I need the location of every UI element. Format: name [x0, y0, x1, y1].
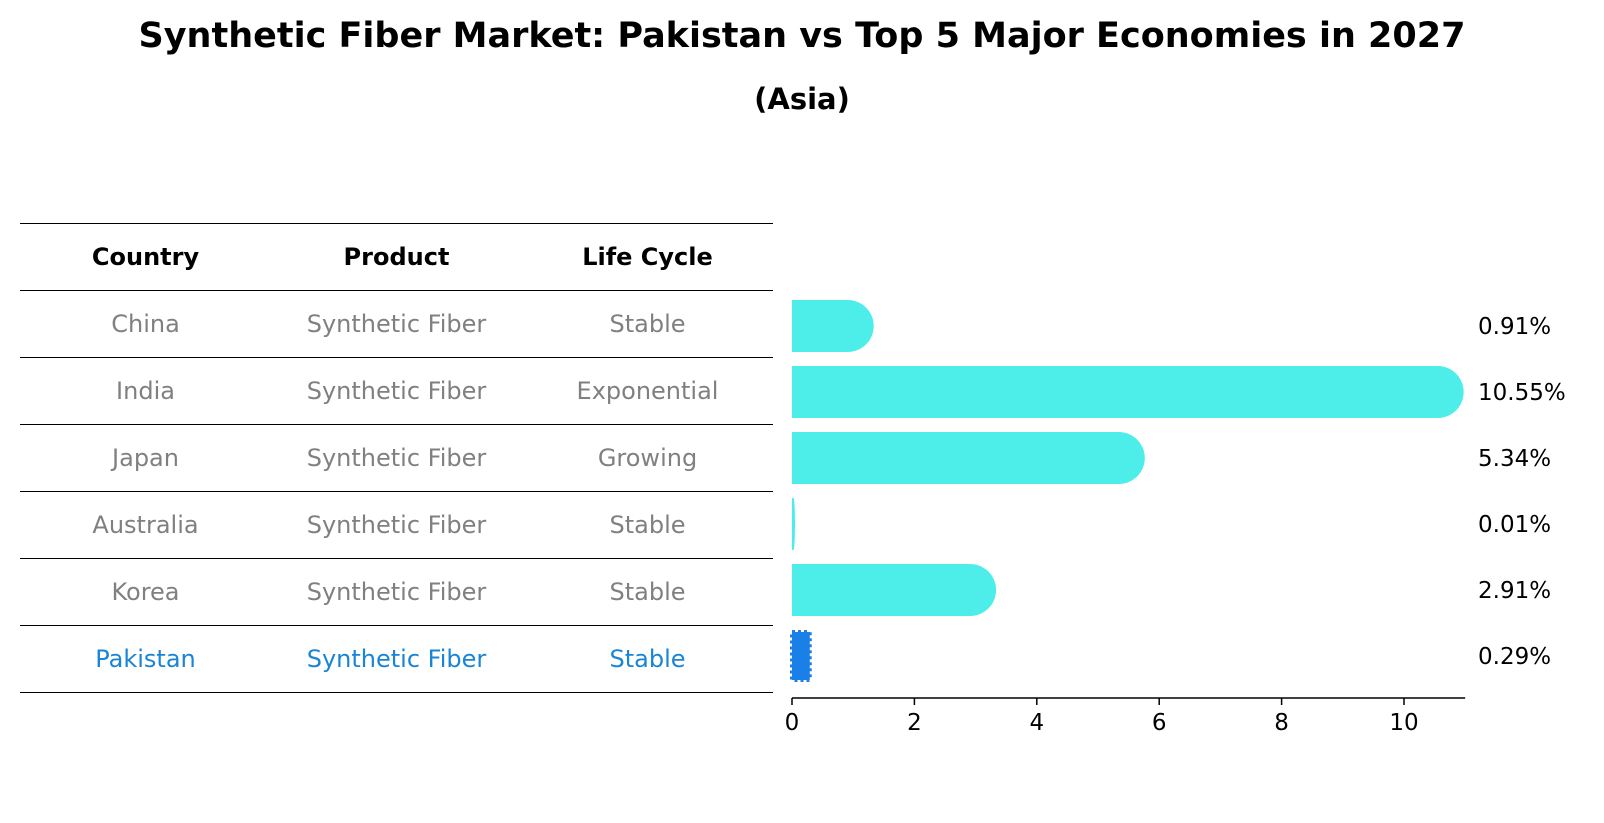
- chart-title: Synthetic Fiber Market: Pakistan vs Top …: [138, 16, 1466, 56]
- cell-country: China: [111, 310, 180, 338]
- cell-life-cycle: Stable: [609, 578, 686, 606]
- cell-product: Synthetic Fiber: [306, 511, 487, 539]
- cell-country: India: [116, 377, 175, 405]
- cell-life-cycle: Stable: [609, 511, 686, 539]
- x-tick-label: 8: [1274, 710, 1289, 736]
- cell-product: Synthetic Fiber: [306, 377, 487, 405]
- cell-product: Synthetic Fiber: [306, 310, 487, 338]
- cell-country: Japan: [112, 444, 179, 472]
- cell-country: Korea: [111, 578, 180, 606]
- table-row: Korea Synthetic Fiber Stable: [20, 558, 773, 625]
- table-header-row: Country Product Life Cycle: [20, 223, 773, 290]
- bar-korea: [792, 564, 997, 616]
- value-label-australia: 0.01%: [1478, 512, 1551, 538]
- table-row: India Synthetic Fiber Exponential: [20, 357, 773, 424]
- cell-country: Australia: [92, 511, 199, 539]
- bar-india: [792, 366, 1464, 418]
- cell-country: Pakistan: [95, 645, 196, 673]
- data-table: Country Product Life Cycle China Synthet…: [20, 223, 773, 693]
- table-row-highlighted: Pakistan Synthetic Fiber Stable: [20, 625, 773, 693]
- header-country: Country: [91, 243, 200, 271]
- value-label-india: 10.55%: [1478, 380, 1566, 406]
- header-life-cycle: Life Cycle: [582, 243, 713, 271]
- cell-life-cycle: Growing: [597, 444, 698, 472]
- cell-product: Synthetic Fiber: [306, 578, 487, 606]
- x-tick-label: 2: [907, 710, 922, 736]
- bar-japan: [792, 432, 1145, 484]
- cell-life-cycle: Stable: [609, 310, 686, 338]
- x-tick-label: 4: [1029, 710, 1044, 736]
- table-row: Japan Synthetic Fiber Growing: [20, 424, 773, 491]
- bar-chart: 0.91% 10.55% 5.34% 0.01% 2.91% 0.29% 0 2 4 6 8 10: [785, 300, 1566, 736]
- value-label-china: 0.91%: [1478, 314, 1551, 340]
- bar-pakistan-highlight: [790, 630, 812, 682]
- cell-life-cycle: Exponential: [576, 377, 719, 405]
- x-tick-label: 6: [1152, 710, 1167, 736]
- cell-product: Synthetic Fiber: [306, 444, 487, 472]
- cell-product: Synthetic Fiber: [306, 645, 487, 673]
- bar-china: [792, 300, 874, 352]
- table-row: China Synthetic Fiber Stable: [20, 290, 773, 357]
- cell-life-cycle: Stable: [609, 645, 686, 673]
- chart-subtitle: (Asia): [754, 82, 850, 116]
- value-label-pakistan: 0.29%: [1478, 644, 1551, 670]
- table-row: Australia Synthetic Fiber Stable: [20, 491, 773, 558]
- x-tick-label: 10: [1389, 710, 1418, 736]
- bar-australia: [792, 498, 795, 550]
- value-label-korea: 2.91%: [1478, 578, 1551, 604]
- value-label-japan: 5.34%: [1478, 446, 1551, 472]
- header-product: Product: [343, 243, 450, 271]
- x-tick-label: 0: [785, 710, 800, 736]
